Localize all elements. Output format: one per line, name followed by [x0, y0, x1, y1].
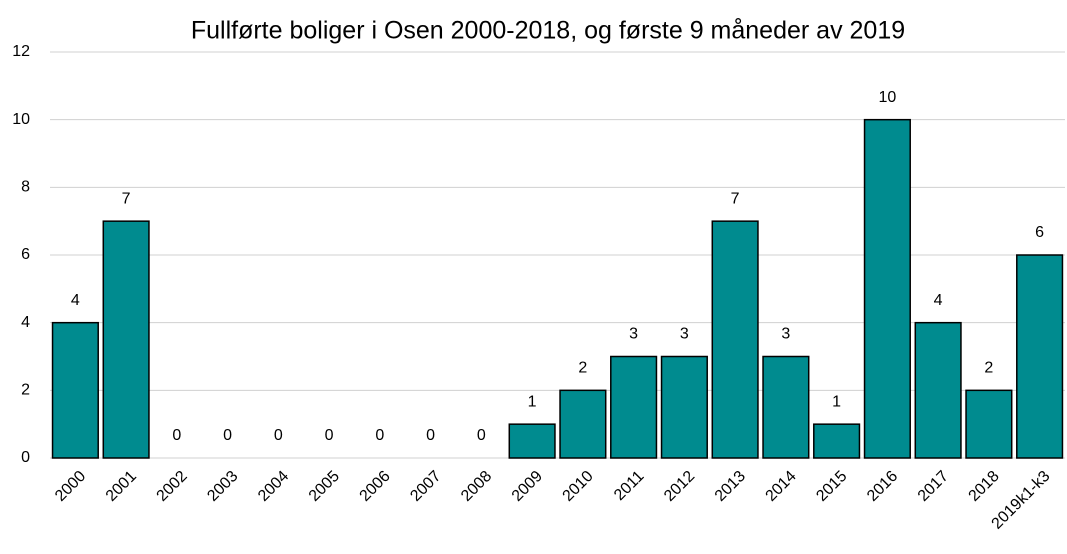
bar: [610, 355, 658, 459]
data-label: 0: [274, 427, 283, 444]
data-label: 0: [325, 427, 334, 444]
bar: [559, 389, 607, 459]
bar: [863, 118, 911, 459]
bar: [711, 220, 759, 459]
data-label: 0: [172, 427, 181, 444]
x-tick-label: 2002: [153, 468, 190, 505]
x-tick-label: 2012: [661, 468, 698, 505]
bar: [102, 220, 150, 459]
y-tick-label: 8: [21, 179, 30, 196]
y-tick-label: 10: [12, 111, 30, 128]
x-tick-label: 2006: [356, 468, 393, 505]
bar: [1016, 254, 1064, 459]
x-tick-label: 2015: [813, 468, 850, 505]
x-tick-label: 2008: [458, 468, 495, 505]
data-label: 2: [984, 360, 993, 377]
y-tick-label: 12: [12, 43, 30, 60]
data-label: 4: [934, 292, 943, 309]
data-label: 7: [122, 190, 131, 207]
x-tick-label: 2011: [611, 468, 647, 504]
data-label: 0: [375, 427, 384, 444]
x-tick-label: 2017: [915, 468, 952, 505]
bar: [914, 321, 962, 459]
x-tick-label: 2014: [762, 468, 799, 505]
data-label: 1: [528, 393, 537, 410]
bar: [813, 423, 861, 459]
x-tick-label: 2004: [255, 468, 292, 505]
data-label: 0: [223, 427, 232, 444]
data-label: 2: [578, 360, 587, 377]
x-tick-label: 2009: [509, 468, 546, 505]
x-tick-label: 2016: [864, 468, 901, 505]
y-tick-label: 0: [21, 449, 30, 466]
data-label: 0: [426, 427, 435, 444]
data-label: 1: [832, 393, 841, 410]
x-tick-label: 2000: [52, 468, 89, 505]
y-tick-label: 6: [21, 246, 30, 263]
x-tick-label: 2007: [407, 468, 444, 505]
bar: [51, 321, 99, 459]
chart-title: Fullførte boliger i Osen 2000-2018, og f…: [191, 17, 905, 45]
data-label: 6: [1035, 224, 1044, 241]
data-label: 10: [878, 89, 896, 106]
data-label: 0: [477, 427, 486, 444]
y-tick-label: 4: [21, 314, 30, 331]
data-label: 3: [680, 326, 689, 343]
data-label: 3: [781, 326, 790, 343]
data-label: 3: [629, 326, 638, 343]
x-tick-label: 2010: [559, 468, 596, 505]
bar: [508, 423, 556, 459]
bar: [660, 355, 708, 459]
bar: [762, 355, 810, 459]
x-tick-label: 2003: [204, 468, 241, 505]
x-tick-label: 2018: [965, 468, 1002, 505]
x-tick-label: 2001: [103, 468, 140, 505]
x-tick-label: 2013: [712, 468, 749, 505]
x-tick-label: 2005: [306, 468, 343, 505]
data-label: 7: [731, 190, 740, 207]
data-label: 4: [71, 292, 80, 309]
y-tick-label: 2: [21, 382, 30, 399]
bar: [965, 389, 1013, 459]
